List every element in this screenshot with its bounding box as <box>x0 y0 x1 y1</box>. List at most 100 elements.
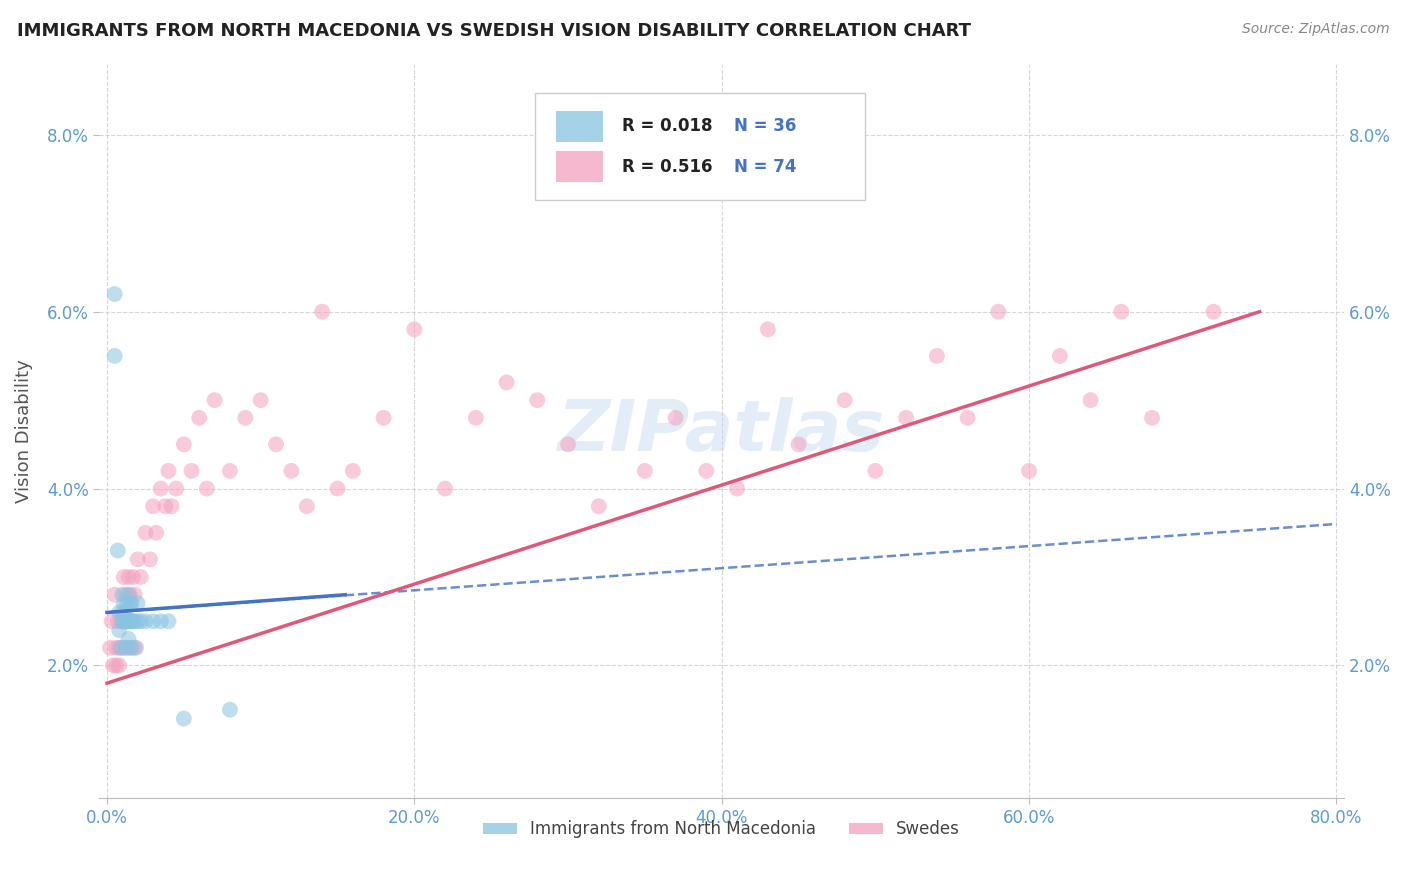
Point <box>117 588 139 602</box>
Point <box>373 410 395 425</box>
Point <box>1111 304 1133 318</box>
Point <box>117 570 139 584</box>
Text: R = 0.018: R = 0.018 <box>621 118 713 136</box>
Point <box>118 614 141 628</box>
Point <box>115 597 138 611</box>
Point <box>127 597 149 611</box>
Point <box>149 614 172 628</box>
Point <box>195 482 218 496</box>
Text: ZIPatlas: ZIPatlas <box>558 397 886 466</box>
Point <box>526 393 548 408</box>
Point <box>173 712 195 726</box>
Text: IMMIGRANTS FROM NORTH MACEDONIA VS SWEDISH VISION DISABILITY CORRELATION CHART: IMMIGRANTS FROM NORTH MACEDONIA VS SWEDI… <box>17 22 972 40</box>
Point <box>311 304 333 318</box>
Point <box>121 640 143 655</box>
Point <box>112 570 135 584</box>
Point <box>139 552 162 566</box>
Point <box>987 304 1010 318</box>
Point <box>111 614 134 628</box>
Point <box>665 410 688 425</box>
Point <box>127 614 149 628</box>
Point <box>956 410 979 425</box>
Point <box>834 393 856 408</box>
Point <box>219 464 242 478</box>
Point <box>280 464 302 478</box>
Point <box>118 597 141 611</box>
Point <box>111 588 134 602</box>
Point <box>157 614 180 628</box>
Point <box>233 410 256 425</box>
Point <box>142 500 165 514</box>
Point <box>180 464 202 478</box>
Point <box>219 703 242 717</box>
Point <box>111 640 134 655</box>
Point <box>894 410 917 425</box>
Point <box>118 588 141 602</box>
Point <box>160 500 183 514</box>
Point <box>326 482 349 496</box>
Point <box>1049 349 1071 363</box>
Point <box>149 482 172 496</box>
Point <box>111 606 134 620</box>
Point <box>295 500 318 514</box>
Point <box>204 393 226 408</box>
Point <box>122 614 145 628</box>
Point <box>114 614 136 628</box>
Point <box>105 640 128 655</box>
Point <box>865 464 887 478</box>
Point <box>110 640 132 655</box>
Point <box>134 614 156 628</box>
Point <box>264 437 287 451</box>
Point <box>725 482 748 496</box>
Y-axis label: Vision Disability: Vision Disability <box>15 359 32 503</box>
FancyBboxPatch shape <box>557 152 603 182</box>
Point <box>104 287 127 301</box>
Point <box>100 614 122 628</box>
Text: N = 74: N = 74 <box>734 158 797 176</box>
Point <box>124 640 146 655</box>
Point <box>495 376 517 390</box>
Point <box>114 606 136 620</box>
Point <box>155 500 177 514</box>
FancyBboxPatch shape <box>536 94 865 200</box>
Point <box>118 614 141 628</box>
Point <box>117 614 139 628</box>
Point <box>157 464 180 478</box>
Point <box>110 614 132 628</box>
Point <box>145 525 167 540</box>
Point <box>695 464 717 478</box>
Point <box>115 614 138 628</box>
Point <box>108 658 131 673</box>
Text: R = 0.516: R = 0.516 <box>621 158 713 176</box>
Point <box>108 606 131 620</box>
Point <box>134 525 156 540</box>
Point <box>125 640 148 655</box>
Text: Source: ZipAtlas.com: Source: ZipAtlas.com <box>1241 22 1389 37</box>
Point <box>111 614 134 628</box>
Point <box>634 464 657 478</box>
Point <box>756 322 779 336</box>
Point <box>101 658 124 673</box>
Point <box>117 632 139 646</box>
Point <box>121 597 143 611</box>
Point <box>1080 393 1102 408</box>
Point <box>588 500 610 514</box>
Point <box>925 349 948 363</box>
Point <box>108 640 131 655</box>
Point <box>127 552 149 566</box>
Point <box>118 640 141 655</box>
Point <box>464 410 486 425</box>
Point <box>1202 304 1225 318</box>
Point <box>98 640 121 655</box>
Point <box>129 570 152 584</box>
Point <box>122 570 145 584</box>
Point <box>104 349 127 363</box>
Point <box>342 464 364 478</box>
Point <box>1140 410 1163 425</box>
Point <box>1018 464 1040 478</box>
Point <box>107 543 129 558</box>
Point <box>115 640 138 655</box>
Point <box>121 614 143 628</box>
Point <box>112 614 135 628</box>
Point <box>249 393 271 408</box>
